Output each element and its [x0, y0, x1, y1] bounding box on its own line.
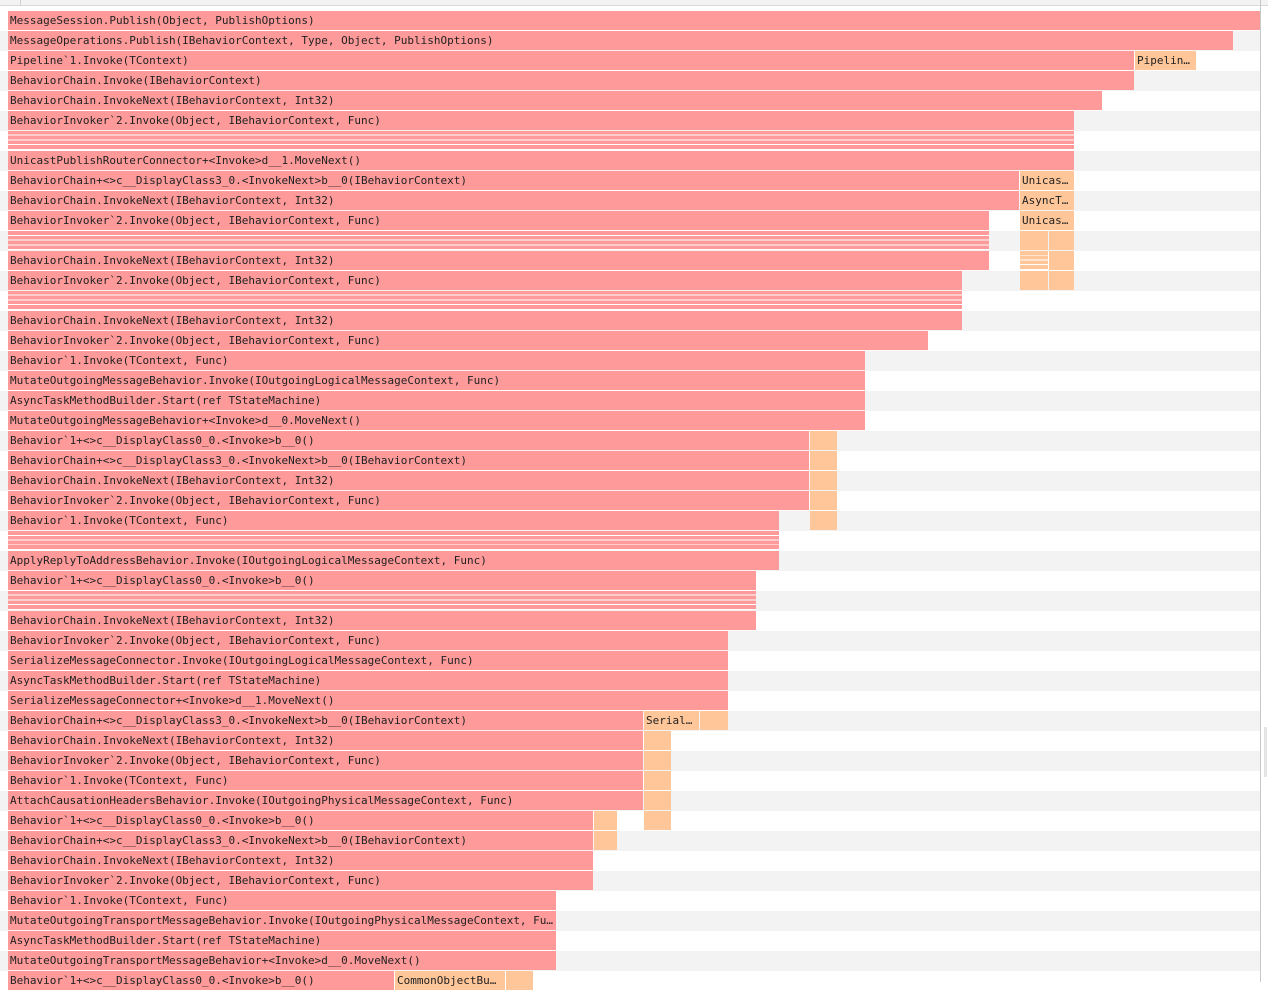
stack-frame[interactable]: SerializeMessageConnector+<Invoke>d__1.M…	[8, 691, 728, 710]
stack-frame[interactable]: BehaviorChain+<>c__DisplayClass3_0.<Invo…	[8, 171, 1019, 190]
stack-frame[interactable]: MutateOutgoingMessageBehavior.Invoke(IOu…	[8, 371, 865, 390]
stack-frame[interactable]: MutateOutgoingTransportMessageBehavior+<…	[8, 951, 556, 970]
stack-frame[interactable]: BehaviorInvoker`2.Invoke(Object, IBehavi…	[8, 271, 962, 290]
stack-frame[interactable]: Behavior`1.Invoke(TContext, Func)	[8, 511, 779, 530]
stack-frame[interactable]: Pipelin…	[1135, 51, 1196, 70]
stack-frame[interactable]: BehaviorChain.Invoke(IBehaviorContext)	[8, 71, 1134, 90]
stack-frame[interactable]: AsyncTaskMethodBuilder.Start(ref TStateM…	[8, 931, 556, 950]
stack-frame[interactable]	[644, 791, 671, 810]
stack-frame[interactable]: BehaviorChain.InvokeNext(IBehaviorContex…	[8, 731, 643, 750]
stack-frame[interactable]: Pipeline`1.Invoke(TContext)	[8, 51, 1134, 70]
stack-frame[interactable]: CommonObjectBu…	[395, 971, 505, 990]
stack-frame[interactable]: MutateOutgoingMessageBehavior+<Invoke>d_…	[8, 411, 865, 430]
stack-frame[interactable]: Behavior`1+<>c__DisplayClass0_0.<Invoke>…	[8, 431, 809, 450]
stack-frame[interactable]: AsyncT…	[1020, 191, 1074, 210]
stack-frame[interactable]: BehaviorInvoker`2.Invoke(Object, IBehavi…	[8, 111, 1074, 130]
collapsed-frames[interactable]	[8, 131, 1074, 150]
stack-frame[interactable]: BehaviorInvoker`2.Invoke(Object, IBehavi…	[8, 631, 728, 650]
stack-frame[interactable]: MutateOutgoingTransportMessageBehavior.I…	[8, 911, 556, 930]
stack-frame[interactable]: BehaviorChain.InvokeNext(IBehaviorContex…	[8, 91, 1102, 110]
stack-frame[interactable]: AsyncTaskMethodBuilder.Start(ref TStateM…	[8, 391, 865, 410]
stack-frame[interactable]: BehaviorInvoker`2.Invoke(Object, IBehavi…	[8, 211, 989, 230]
stack-frame[interactable]: BehaviorChain.InvokeNext(IBehaviorContex…	[8, 311, 962, 330]
stack-frame[interactable]: Behavior`1.Invoke(TContext, Func)	[8, 891, 556, 910]
stack-frame[interactable]	[810, 491, 837, 510]
stack-frame[interactable]: BehaviorChain.InvokeNext(IBehaviorContex…	[8, 251, 989, 270]
stack-frame[interactable]: Behavior`1+<>c__DisplayClass0_0.<Invoke>…	[8, 811, 593, 830]
stack-frame[interactable]	[644, 731, 671, 750]
stack-frame[interactable]: BehaviorChain+<>c__DisplayClass3_0.<Invo…	[8, 831, 593, 850]
stack-frame[interactable]: BehaviorChain.InvokeNext(IBehaviorContex…	[8, 191, 1019, 210]
right-border	[1260, 0, 1261, 982]
collapsed-frames[interactable]	[8, 291, 962, 310]
stack-frame[interactable]: BehaviorChain+<>c__DisplayClass3_0.<Invo…	[8, 711, 643, 730]
stack-frame[interactable]: Behavior`1+<>c__DisplayClass0_0.<Invoke>…	[8, 571, 756, 590]
header-strip	[0, 0, 1268, 6]
stack-frame[interactable]: Behavior`1.Invoke(TContext, Func)	[8, 771, 643, 790]
stack-frame[interactable]: BehaviorChain.InvokeNext(IBehaviorContex…	[8, 851, 593, 870]
stack-frame[interactable]: MessageSession.Publish(Object, PublishOp…	[8, 11, 1261, 30]
stack-frame[interactable]	[1049, 231, 1074, 250]
stack-frame[interactable]: MessageOperations.Publish(IBehaviorConte…	[8, 31, 1233, 50]
stack-frame[interactable]: AsyncTaskMethodBuilder.Start(ref TStateM…	[8, 671, 728, 690]
stack-frame[interactable]	[506, 971, 533, 990]
stack-frame[interactable]: BehaviorInvoker`2.Invoke(Object, IBehavi…	[8, 751, 643, 770]
stack-frame[interactable]	[594, 811, 617, 830]
stack-frame[interactable]: BehaviorInvoker`2.Invoke(Object, IBehavi…	[8, 331, 928, 350]
stack-frame[interactable]: UnicastPublishRouterConnector+<Invoke>d_…	[8, 151, 1074, 170]
stack-frame[interactable]: BehaviorInvoker`2.Invoke(Object, IBehavi…	[8, 871, 593, 890]
stack-frame[interactable]: Behavior`1+<>c__DisplayClass0_0.<Invoke>…	[8, 971, 394, 990]
stack-frame[interactable]	[644, 771, 671, 790]
collapsed-frames[interactable]	[1020, 251, 1048, 270]
stack-frame[interactable]	[810, 511, 837, 530]
stack-frame[interactable]	[644, 751, 671, 770]
stack-frame[interactable]: ApplyReplyToAddressBehavior.Invoke(IOutg…	[8, 551, 779, 570]
stack-frame[interactable]	[1020, 231, 1048, 250]
stack-frame[interactable]	[1020, 271, 1048, 290]
stack-frame[interactable]	[810, 431, 837, 450]
stack-frame[interactable]	[1049, 251, 1074, 270]
stack-frame[interactable]: Unicas…	[1020, 211, 1074, 230]
collapsed-frames[interactable]	[8, 591, 756, 610]
stack-frame[interactable]: BehaviorChain.InvokeNext(IBehaviorContex…	[8, 471, 809, 490]
stack-frame[interactable]: Serial…	[644, 711, 699, 730]
stack-frame[interactable]: Unicas…	[1020, 171, 1074, 190]
stack-frame[interactable]	[810, 451, 837, 470]
stack-frame[interactable]	[594, 831, 617, 850]
stack-frame[interactable]: Behavior`1.Invoke(TContext, Func)	[8, 351, 865, 370]
stack-frame[interactable]: SerializeMessageConnector.Invoke(IOutgoi…	[8, 651, 728, 670]
stack-frame[interactable]	[644, 811, 671, 830]
column-divider	[20, 0, 21, 6]
collapsed-frames[interactable]	[8, 231, 989, 250]
stack-frame[interactable]: BehaviorChain.InvokeNext(IBehaviorContex…	[8, 611, 756, 630]
stack-frame[interactable]: BehaviorChain+<>c__DisplayClass3_0.<Invo…	[8, 451, 809, 470]
stack-frame[interactable]	[700, 711, 728, 730]
stack-frame[interactable]	[1049, 271, 1074, 290]
vertical-scrollbar[interactable]	[1264, 727, 1267, 777]
stack-frame[interactable]: BehaviorInvoker`2.Invoke(Object, IBehavi…	[8, 491, 809, 510]
stack-frame[interactable]: AttachCausationHeadersBehavior.Invoke(IO…	[8, 791, 643, 810]
collapsed-frames[interactable]	[8, 531, 779, 550]
stack-frame[interactable]	[810, 471, 837, 490]
